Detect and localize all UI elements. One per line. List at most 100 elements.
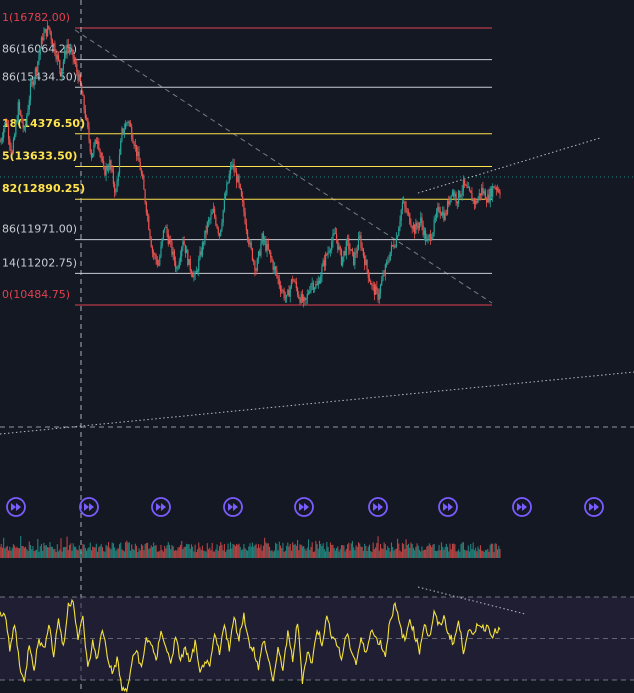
candle-body	[479, 193, 482, 196]
volume-bar	[244, 548, 246, 558]
candle-body	[246, 230, 249, 239]
volume-bar	[160, 544, 162, 558]
candle-body	[293, 280, 295, 282]
volume-bar	[277, 550, 279, 558]
volume-bar	[49, 542, 51, 558]
candle-body	[178, 261, 180, 268]
volume-bar	[25, 546, 27, 558]
candle-body	[327, 251, 329, 255]
event-markers[interactable]	[6, 497, 604, 517]
volume-bar	[486, 550, 488, 558]
volume-bar	[76, 549, 78, 558]
candle-body	[461, 190, 463, 195]
volume-bar	[426, 546, 428, 558]
volume-bar	[201, 545, 203, 558]
candle-body	[344, 251, 346, 255]
candle-body	[372, 284, 374, 286]
volume-bar	[132, 548, 134, 558]
volume-bar	[98, 547, 100, 558]
fast-forward-circle-icon[interactable]	[584, 497, 604, 517]
fast-forward-circle-icon[interactable]	[512, 497, 532, 517]
candle-body	[155, 254, 157, 260]
volume-bar	[279, 545, 282, 558]
volume-bar	[66, 536, 68, 558]
candle-body	[400, 210, 402, 221]
volume-bar	[183, 547, 185, 558]
volume-bar	[182, 549, 184, 558]
volume-bar	[492, 543, 494, 558]
fast-forward-circle-icon[interactable]	[368, 497, 388, 517]
volume-bar	[372, 542, 374, 558]
volume-bar	[327, 546, 329, 558]
event-icon-arrows	[84, 503, 94, 511]
volume-bar	[476, 551, 478, 558]
candle-body	[315, 284, 317, 288]
volume-bar	[479, 545, 482, 558]
fast-forward-circle-icon[interactable]	[151, 497, 171, 517]
volume-bar	[171, 545, 173, 558]
volume-bar	[5, 547, 7, 558]
volume-bar	[401, 543, 403, 558]
candle-body	[137, 151, 139, 156]
candle-body	[489, 188, 491, 202]
volume-bar	[34, 550, 36, 558]
candle-body	[116, 180, 118, 192]
volume-bar	[54, 548, 56, 558]
candle-body	[118, 154, 121, 174]
event-icon-ring	[223, 497, 243, 517]
candle-body	[187, 249, 189, 265]
volume-bar	[371, 551, 373, 558]
candle-body	[383, 274, 385, 276]
volume-bar	[475, 547, 477, 558]
volume-bar	[47, 547, 49, 558]
volume-bar	[189, 548, 191, 558]
volume-bar	[38, 551, 40, 558]
volume-bar	[264, 537, 266, 558]
candle-body	[438, 206, 440, 212]
candle-body	[300, 293, 302, 303]
volume-bar	[379, 543, 382, 558]
fast-forward-circle-icon[interactable]	[294, 497, 314, 517]
candle-body	[494, 187, 496, 189]
fast-forward-circle-icon[interactable]	[438, 497, 458, 517]
volume-bar	[173, 550, 175, 558]
fast-forward-circle-icon[interactable]	[6, 497, 26, 517]
volume-bar	[321, 546, 323, 558]
volume-bar	[293, 544, 295, 558]
candle-body	[485, 199, 488, 203]
event-icon-ring	[438, 497, 458, 517]
candle-body	[326, 254, 328, 255]
candle-body	[310, 284, 312, 292]
fast-forward-circle-icon[interactable]	[79, 497, 99, 517]
volume-bar	[37, 538, 39, 558]
volume-bar	[278, 541, 280, 558]
candle-body	[367, 269, 369, 279]
event-icon-arrows	[373, 503, 383, 511]
candle-body	[40, 37, 43, 49]
candle-body	[189, 259, 191, 271]
candle-body	[381, 280, 383, 286]
volume-bar	[276, 543, 278, 558]
volume-bar	[156, 551, 158, 558]
candle-body	[256, 258, 258, 271]
volume-bar	[11, 547, 13, 558]
candle-body	[103, 160, 105, 168]
candle-body	[64, 50, 66, 62]
candle-body	[5, 122, 7, 123]
candle-body	[117, 173, 119, 181]
candle-body	[482, 187, 484, 194]
candle-body	[21, 115, 23, 123]
volume-bar	[92, 546, 94, 558]
candle-body	[184, 244, 186, 254]
volume-bar	[304, 548, 306, 558]
candle-body	[389, 251, 391, 261]
candle-body	[442, 211, 444, 216]
volume-bar	[64, 547, 66, 558]
volume-bar	[234, 545, 236, 558]
candle-body	[467, 187, 469, 189]
candle-body	[228, 174, 230, 183]
volume-bar	[343, 545, 345, 558]
fast-forward-circle-icon[interactable]	[223, 497, 243, 517]
